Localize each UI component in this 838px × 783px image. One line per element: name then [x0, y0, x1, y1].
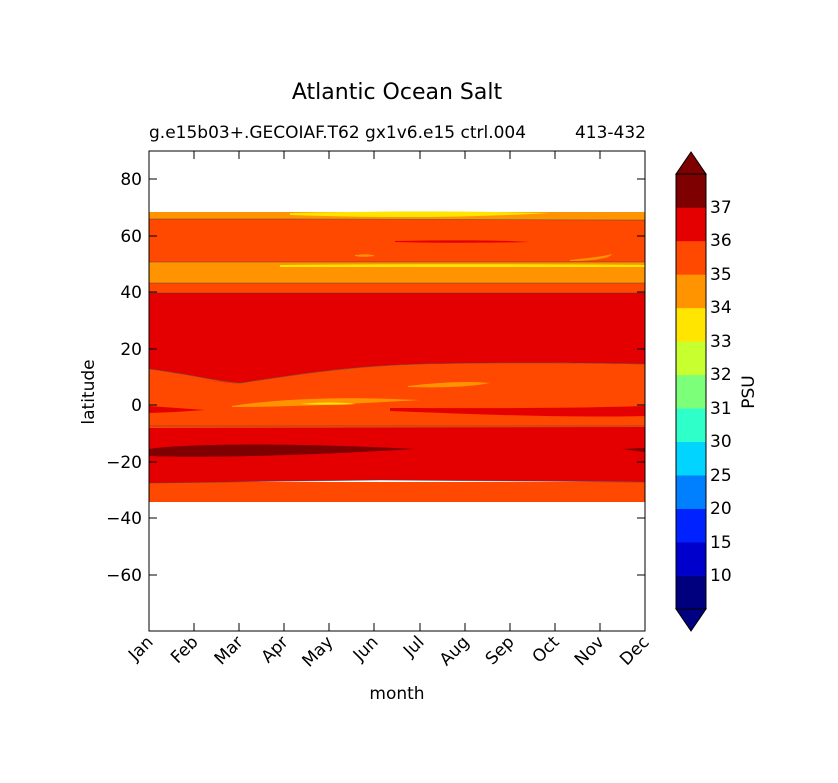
patch-mar-red-indent — [205, 380, 240, 384]
patch-subpolar-orange-right — [570, 254, 612, 261]
patch-jan-red-tongue — [149, 406, 205, 413]
colorbar-swatch — [676, 374, 706, 409]
colorbar-swatch — [676, 240, 706, 275]
colorbar-over-arrow — [675, 151, 707, 175]
colorbar-tick-label: 10 — [710, 566, 732, 586]
colorbar-swatch — [676, 274, 706, 309]
colorbar-tick-label: 34 — [710, 298, 732, 318]
colorbar-swatch — [676, 408, 706, 442]
x-axis-label: month — [369, 684, 424, 704]
x-tick-label: Sep — [482, 632, 519, 669]
chart-title: Atlantic Ocean Salt — [292, 80, 503, 105]
colorbar-under-arrow — [675, 608, 707, 632]
contour-lines — [148, 218, 646, 484]
colorbar-swatch — [676, 475, 706, 509]
colorbar-tick-label: 15 — [710, 533, 732, 553]
colorbar-swatch — [676, 441, 706, 476]
colorbar-swatch — [676, 307, 706, 342]
x-tick-label: Oct — [529, 632, 564, 667]
y-tick-label: −60 — [106, 566, 142, 586]
colorbar-tick-label: 33 — [710, 332, 732, 352]
band-45n-orange — [149, 262, 645, 283]
x-tick-label: Nov — [571, 632, 609, 670]
colorbar-swatch — [676, 575, 706, 610]
colorbar-swatch — [676, 508, 706, 543]
band-40n-orange-red — [149, 283, 645, 293]
y-axis-label: latitude — [79, 359, 99, 424]
contour-line — [149, 218, 646, 221]
colorbar-swatches — [676, 174, 706, 610]
colorbar: 37 36 35 34 33 32 31 30 25 20 15 10 PSU — [675, 151, 759, 632]
patch-aug-orange — [408, 382, 490, 388]
x-tick-label: Apr — [258, 632, 293, 667]
colorbar-swatch — [676, 542, 706, 576]
y-tick-label: 80 — [120, 170, 142, 190]
patch-dec-dark-red — [622, 448, 645, 452]
y-tick-label: 60 — [120, 227, 142, 247]
colorbar-tick-label: 20 — [710, 499, 732, 519]
y-tick-label: −20 — [106, 453, 142, 473]
x-tick-label: Mar — [211, 632, 248, 669]
x-tick-label: Dec — [616, 632, 653, 669]
colorbar-tick-label: 30 — [710, 432, 732, 452]
band-south-red — [149, 426, 645, 483]
colorbar-swatch — [676, 341, 706, 376]
colorbar-swatch — [676, 174, 706, 208]
colorbar-tick-label: 25 — [710, 466, 732, 486]
contour-line — [148, 479, 646, 484]
plot-area — [148, 150, 646, 632]
colorbar-swatch — [676, 207, 706, 242]
y-tick-label: 0 — [131, 396, 142, 416]
band-south-orange-red — [149, 482, 645, 502]
colorbar-tick-labels: 37 36 35 34 33 32 31 30 25 20 15 10 — [710, 198, 732, 586]
patch-subpolar-orange-left — [355, 254, 375, 257]
band-south-dark-red — [149, 444, 415, 457]
colorbar-tick-label: 35 — [710, 265, 732, 285]
x-tick-label: Jun — [349, 632, 383, 666]
x-tick-label: May — [299, 632, 338, 671]
colorbar-tick-label: 31 — [710, 399, 732, 419]
y-tick-label: 40 — [120, 283, 142, 303]
y-axis: 80 60 40 20 0 −20 −40 −60 latitude — [79, 170, 645, 586]
band-subpolar-orange-red — [149, 219, 645, 262]
colorbar-tick-label: 37 — [710, 198, 732, 218]
band-north-red — [149, 293, 645, 383]
x-tick-label: Jul — [399, 632, 428, 661]
colorbar-label: PSU — [739, 375, 759, 409]
colorbar-tick-label: 36 — [710, 231, 732, 251]
patch-equator-yellow — [300, 402, 356, 405]
x-tick-label: Jan — [124, 632, 157, 665]
x-tick-label: Feb — [167, 632, 202, 667]
y-tick-label: 20 — [120, 340, 142, 360]
colorbar-frame — [675, 173, 707, 610]
plot-frame — [148, 150, 646, 632]
patch-aug-dec-red — [390, 406, 645, 417]
colorbar-tick-label: 32 — [710, 365, 732, 385]
chart-subtitle-right: 413-432 — [575, 123, 646, 143]
contour-line — [148, 362, 646, 384]
chart-subtitle-left: g.e15b03+.GECOIAF.T62 gx1v6.e15 ctrl.004 — [149, 123, 526, 143]
patch-50n-yellow-line — [280, 264, 645, 267]
band-65n-yellow — [290, 211, 550, 218]
y-tick-label: −40 — [106, 509, 142, 529]
patch-subpolar-red — [395, 240, 530, 243]
x-tick-label: Aug — [436, 632, 474, 670]
